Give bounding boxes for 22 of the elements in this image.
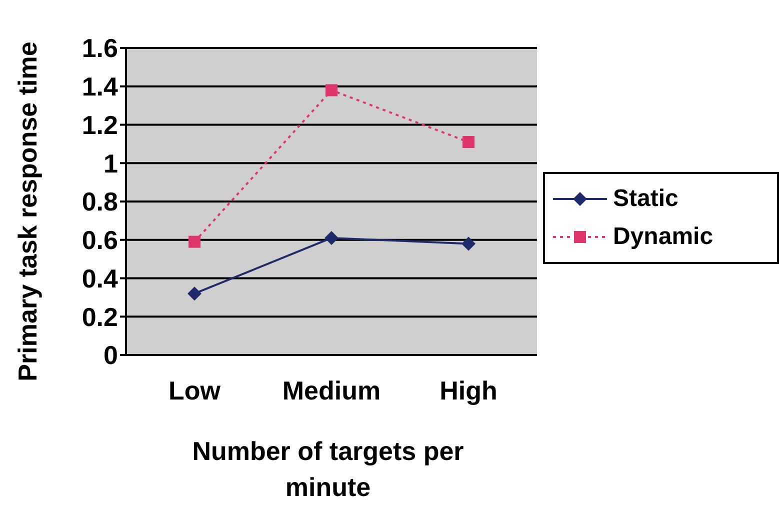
y-tick-label: 0 (104, 340, 118, 370)
legend-label: Dynamic (613, 223, 714, 251)
y-tick-label: 1.2 (82, 110, 118, 140)
y-tick-label: 0.4 (82, 263, 119, 294)
legend-label: Static (613, 185, 678, 213)
point (188, 286, 202, 301)
y-tick-label: 1 (104, 148, 118, 178)
x-tick-label: High (440, 375, 498, 406)
y-axis-title: Primary task response time (12, 42, 44, 382)
point (462, 236, 476, 251)
x-tick-label: Medium (282, 375, 381, 406)
y-tick-label: 1.6 (82, 33, 118, 64)
x-tick-label: Low (168, 375, 222, 406)
y-tick-label: 0.2 (82, 302, 118, 332)
y-tick-label: 0.8 (82, 186, 118, 217)
y-tick-label: 1.4 (82, 72, 119, 102)
x-axis-title: Number of targets per minute (191, 435, 465, 504)
point (188, 236, 200, 248)
point (462, 136, 474, 148)
y-tick-label: 0.6 (82, 225, 118, 256)
point (324, 230, 338, 245)
point (326, 84, 338, 96)
